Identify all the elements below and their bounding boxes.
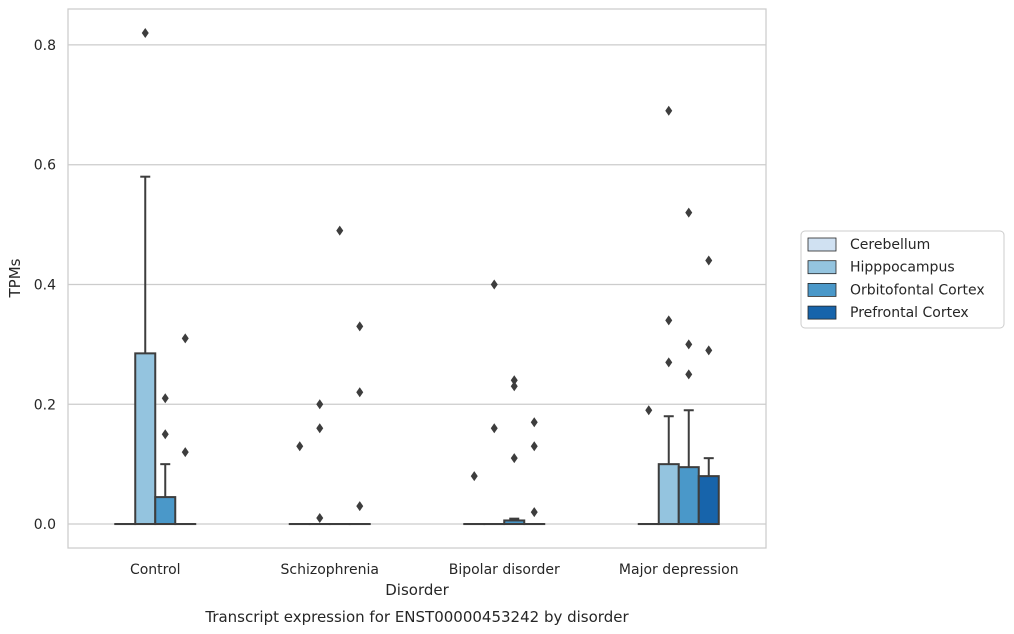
legend-label: Orbitofontal Cortex [850,282,985,298]
outlier-point [356,387,364,398]
outlier-point [530,441,538,452]
outlier-point [530,417,538,428]
outlier-point [490,279,498,290]
outlier-point [316,423,324,434]
legend-label: Hipppocampus [850,260,955,276]
legend-frame [800,230,1005,329]
legend-label: Prefrontal Cortex [850,305,969,321]
chart-caption: Transcript expression for ENST0000045324… [204,608,629,626]
y-axis-title: TPMs [6,258,24,298]
outlier-point [645,405,653,416]
box-orbitofontal-cortex [154,393,177,526]
y-tick-label: 0.8 [34,38,56,54]
outlier-point [141,27,149,38]
outlier-point [705,345,713,356]
outlier-point [470,471,478,482]
box-prefrontal-cortex [348,321,371,526]
box-body [697,475,720,526]
box-hipppocampus [134,27,157,526]
outlier-point [316,513,324,524]
outlier-point [705,255,713,266]
legend-swatch [807,305,837,320]
box-prefrontal-cortex [523,417,546,526]
outlier-point [665,105,673,116]
outlier-point [685,207,693,218]
outlier-point [530,507,538,518]
plot-area [67,8,767,549]
outlier-point [356,501,364,512]
box-body [657,463,680,526]
x-tick-label: Control [130,562,181,578]
outlier-point [161,429,169,440]
y-tick-labels: 0.0 0.2 0.4 0.6 0.8 [34,38,56,533]
outlier-point [161,393,169,404]
box-body [134,352,157,526]
outlier-point [510,375,518,386]
box-marks [114,27,720,526]
legend-swatch [807,282,837,297]
outlier-point [296,441,304,452]
x-axis-title: Disorder [385,581,449,599]
outlier-point [490,423,498,434]
legend-swatch [807,237,837,252]
y-tick-label: 0.6 [34,158,56,174]
outlier-point [336,225,344,236]
x-tick-labels: Control Schizophrenia Bipolar disorder Majo… [130,562,739,578]
box-hipppocampus [657,105,680,526]
box-hipppocampus [308,399,331,526]
legend-swatch [807,260,837,275]
outlier-point [356,321,364,332]
x-tick-label: Major depression [619,562,739,578]
outlier-point [665,315,673,326]
legend-label: Cerebellum [850,237,930,253]
x-tick-label: Schizophrenia [281,562,379,578]
y-tick-label: 0.0 [34,517,56,533]
y-tick-label: 0.4 [34,277,56,293]
y-tick-label: 0.2 [34,397,56,413]
outlier-point [665,357,673,368]
x-tick-label: Bipolar disorder [449,562,560,578]
box-prefrontal-cortex [174,333,197,526]
box-body [677,466,700,526]
box-cerebellum [288,441,311,526]
outlier-point [510,381,518,392]
box-orbitofontal-cortex [503,375,526,526]
outlier-point [316,399,324,410]
outlier-point [685,369,693,380]
outlier-point [510,453,518,464]
outlier-point [685,339,693,350]
outlier-point [181,447,189,458]
box-prefrontal-cortex [697,255,720,526]
outlier-point [181,333,189,344]
legend: Cerebellum Hipppocampus Orbitofontal Corte… [800,230,1005,329]
box-body [154,496,177,526]
